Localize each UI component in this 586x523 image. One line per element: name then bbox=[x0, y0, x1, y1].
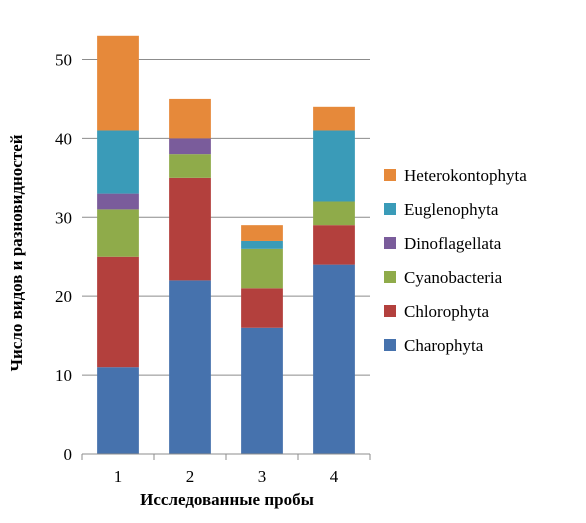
y-tick-label: 40 bbox=[55, 129, 72, 148]
legend-swatch bbox=[384, 271, 396, 283]
bar-segment-chlorophyta-3 bbox=[241, 288, 283, 328]
legend-swatch bbox=[384, 169, 396, 181]
bar-segment-charophyta-3 bbox=[241, 327, 283, 454]
y-tick-label: 0 bbox=[64, 445, 73, 464]
legend-swatch bbox=[384, 339, 396, 351]
bar-segment-heterokontophyta-1 bbox=[97, 35, 139, 131]
legend: Heterokontophyta Euglenophyta Dinoflagella… bbox=[384, 166, 527, 355]
bar-segment-chlorophyta-2 bbox=[169, 177, 211, 281]
legend-item: Chlorophyta bbox=[384, 302, 489, 321]
legend-label: Heterokontophyta bbox=[404, 166, 527, 185]
legend-item: Dinoflagellata bbox=[384, 234, 502, 253]
bar-segment-dinoflagellata-2 bbox=[169, 138, 211, 155]
x-tick-label: 1 bbox=[114, 467, 123, 486]
legend-label: Dinoflagellata bbox=[404, 234, 502, 253]
legend-item: Euglenophyta bbox=[384, 200, 499, 219]
bar-segment-heterokontophyta-3 bbox=[241, 225, 283, 241]
legend-label: Euglenophyta bbox=[404, 200, 499, 219]
bar-segment-cyanobacteria-3 bbox=[241, 248, 283, 289]
bar-segment-heterokontophyta-4 bbox=[313, 106, 355, 131]
y-tick-label: 10 bbox=[55, 366, 72, 385]
bar-segment-euglenophyta-1 bbox=[97, 130, 139, 194]
legend-item: Charophyta bbox=[384, 336, 484, 355]
bar-segment-charophyta-4 bbox=[313, 264, 355, 454]
bar-segment-charophyta-1 bbox=[97, 367, 139, 454]
legend-swatch bbox=[384, 305, 396, 317]
legend-label: Charophyta bbox=[404, 336, 484, 355]
x-tick-labels: 1 2 3 4 bbox=[81, 454, 371, 486]
x-tick-label: 3 bbox=[258, 467, 267, 486]
bar-segment-cyanobacteria-2 bbox=[169, 154, 211, 178]
y-tick-label: 20 bbox=[55, 287, 72, 306]
legend-label: Cyanobacteria bbox=[404, 268, 503, 287]
bar-segment-chlorophyta-4 bbox=[313, 225, 355, 265]
y-tick-labels: 0 10 20 30 40 50 bbox=[55, 50, 72, 464]
legend-label: Chlorophyta bbox=[404, 302, 489, 321]
y-tick-label: 30 bbox=[55, 208, 72, 227]
bar-segment-euglenophyta-4 bbox=[313, 130, 355, 202]
bar-segment-cyanobacteria-4 bbox=[313, 201, 355, 226]
legend-item: Heterokontophyta bbox=[384, 166, 527, 185]
legend-swatch bbox=[384, 237, 396, 249]
y-tick-label: 50 bbox=[55, 50, 72, 69]
y-axis-title: Число видов и разновидностей bbox=[7, 134, 26, 371]
bar-segment-heterokontophyta-2 bbox=[169, 98, 211, 139]
bar-segment-chlorophyta-1 bbox=[97, 256, 139, 368]
bar-segment-cyanobacteria-1 bbox=[97, 209, 139, 257]
bars bbox=[97, 35, 355, 454]
bar-segment-charophyta-2 bbox=[169, 280, 211, 454]
x-tick-label: 2 bbox=[186, 467, 195, 486]
legend-swatch bbox=[384, 203, 396, 215]
x-axis-title: Исследованные пробы bbox=[140, 490, 314, 509]
bar-segment-dinoflagellata-1 bbox=[97, 193, 139, 210]
x-tick-label: 4 bbox=[330, 467, 339, 486]
legend-item: Cyanobacteria bbox=[384, 268, 503, 287]
bar-segment-euglenophyta-3 bbox=[241, 240, 283, 249]
